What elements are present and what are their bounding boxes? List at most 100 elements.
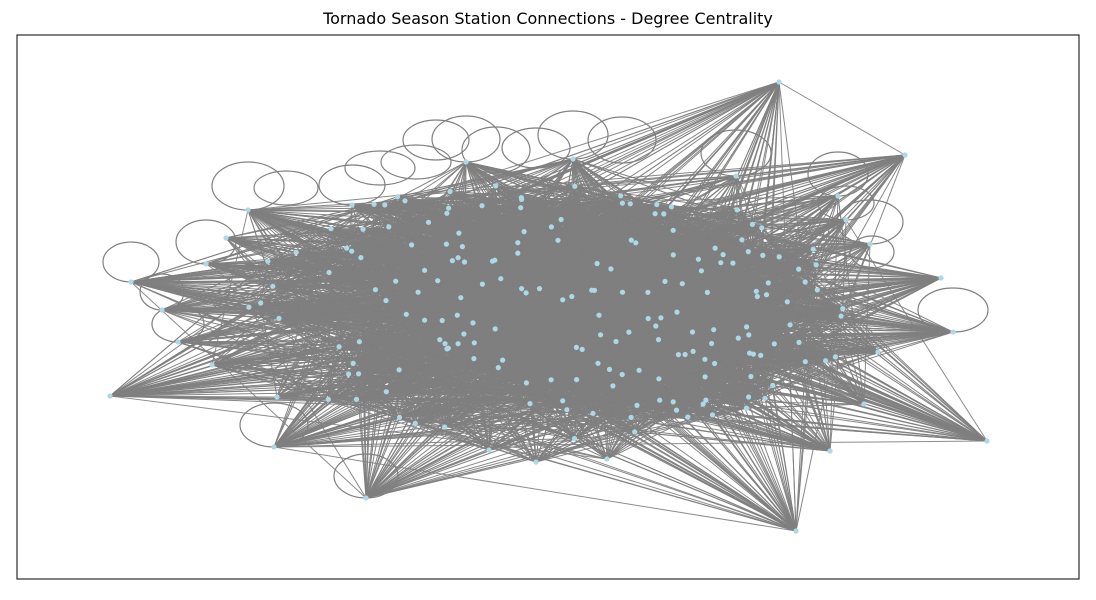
node (658, 315, 664, 321)
edge (798, 268, 954, 333)
node (403, 311, 409, 317)
edge (752, 219, 847, 355)
edge (295, 252, 537, 463)
node (346, 371, 352, 377)
edge (351, 204, 608, 460)
node (938, 275, 944, 281)
edge (574, 185, 865, 405)
node (813, 262, 819, 268)
node (458, 295, 464, 301)
node (107, 393, 113, 399)
edge (328, 272, 490, 451)
node (159, 307, 165, 313)
node (459, 244, 465, 250)
node (498, 276, 504, 282)
edge (388, 219, 847, 228)
edge (109, 81, 780, 397)
edge (273, 409, 677, 448)
node (610, 383, 616, 389)
edge (660, 195, 839, 319)
edge (351, 204, 649, 293)
edge (247, 209, 357, 400)
node (500, 357, 506, 363)
node (802, 279, 808, 285)
edge (465, 161, 527, 294)
node (632, 429, 638, 435)
node (633, 240, 639, 246)
node (765, 280, 771, 286)
node (670, 227, 676, 233)
node (656, 376, 662, 382)
node (709, 412, 716, 418)
edge (766, 294, 831, 452)
edge (572, 158, 593, 291)
edge (446, 243, 871, 350)
edge (295, 252, 490, 451)
node (636, 367, 642, 373)
edge (211, 232, 460, 366)
edge (551, 195, 839, 228)
edge (109, 395, 608, 460)
node (402, 198, 408, 204)
edge (798, 341, 988, 442)
node (527, 401, 533, 407)
edge (351, 204, 412, 246)
node (763, 292, 770, 298)
node (442, 341, 448, 347)
node (950, 329, 956, 335)
node (776, 254, 782, 260)
edge (177, 341, 537, 463)
node (744, 324, 750, 330)
edge (732, 262, 879, 353)
node (682, 351, 688, 358)
edge (205, 81, 780, 265)
edge (705, 399, 797, 532)
node (835, 193, 841, 199)
node (533, 459, 539, 465)
node (515, 240, 521, 246)
edge (488, 308, 843, 451)
edge (247, 209, 865, 405)
edge (365, 339, 659, 499)
edge (205, 221, 429, 265)
edge (738, 337, 879, 353)
node (695, 256, 702, 262)
edge (488, 400, 563, 451)
edge (701, 270, 879, 353)
edge (840, 243, 871, 317)
node (454, 312, 460, 318)
edge (488, 324, 791, 451)
edge (211, 364, 635, 433)
edge (109, 339, 440, 397)
edge (520, 207, 608, 460)
node (570, 156, 576, 162)
edge (225, 237, 954, 333)
node (470, 320, 476, 326)
edge (663, 213, 847, 221)
edge (161, 309, 600, 316)
node (461, 331, 467, 337)
node (838, 313, 844, 319)
node (363, 495, 369, 501)
edge (130, 281, 537, 463)
edge (464, 261, 490, 451)
edge (161, 309, 865, 405)
node (739, 237, 745, 243)
edge (815, 264, 879, 353)
node (442, 424, 448, 430)
edge (672, 81, 780, 231)
edges (109, 81, 988, 532)
edge (521, 219, 847, 290)
node (634, 402, 640, 408)
node (654, 201, 660, 208)
edge (774, 277, 942, 345)
edge (663, 213, 797, 532)
node (613, 338, 619, 345)
edge (481, 195, 839, 207)
node (758, 352, 764, 358)
node (447, 188, 453, 195)
edge (248, 243, 871, 308)
edge (837, 195, 865, 405)
edge (211, 364, 608, 460)
